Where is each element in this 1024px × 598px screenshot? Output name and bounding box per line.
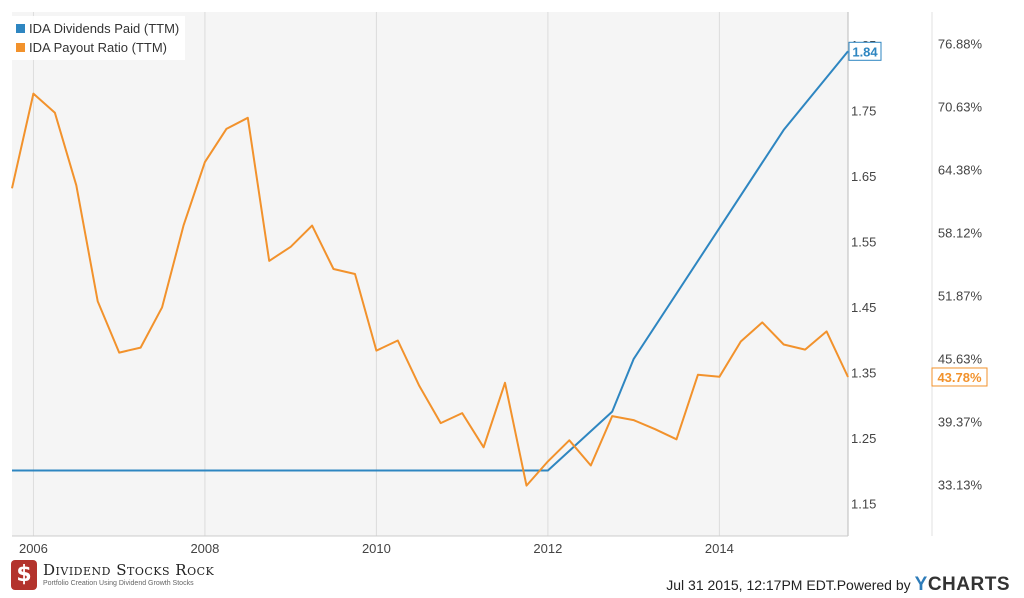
left-axis-tick-label: 1.65 <box>851 169 876 184</box>
gridlines <box>32 12 720 536</box>
brand-name: Dividend Stocks Rock <box>43 560 215 579</box>
right-axis-tick-label: 76.88% <box>938 36 983 51</box>
ycharts-logo-text: CHARTS <box>927 574 1010 595</box>
legend-swatch-dividends <box>16 24 25 33</box>
x-tick-label: 2006 <box>19 541 48 556</box>
left-axis-tick-label: 1.45 <box>851 300 876 315</box>
chart: 2006 2008 2010 2012 2014 1.15 1.25 1.35 1.45 1.55… <box>11 12 988 556</box>
brand-tagline: Portfolio Creation Using Dividend Growth… <box>43 579 194 587</box>
right-axis-tick-label: 45.63% <box>938 351 983 366</box>
x-tick-label: 2008 <box>190 541 219 556</box>
right-axis-tick-label: 51.87% <box>938 288 983 303</box>
dividends-end-label: 1.84 <box>852 44 878 59</box>
left-axis-tick-label: 1.15 <box>851 496 876 511</box>
right-axis-tick-label: 70.63% <box>938 99 983 114</box>
legend-label-dividends: IDA Dividends Paid (TTM) <box>29 21 180 36</box>
timestamp: Jul 31 2015, 12:17PM EDT. <box>666 577 837 593</box>
payout-end-label: 43.78% <box>937 370 982 385</box>
payout-ratio-line <box>11 92 849 487</box>
dollar-badge-icon: $ <box>11 560 37 590</box>
axes: 2006 2008 2010 2012 2014 1.15 1.25 1.35 1.45 1.55… <box>12 12 982 556</box>
right-axis-tick-label: 64.38% <box>938 162 983 177</box>
left-axis-tick-label: 1.75 <box>851 103 876 118</box>
right-axis-tick-label: 58.12% <box>938 225 983 240</box>
left-axis-tick-label: 1.35 <box>851 365 876 380</box>
x-tick-label: 2014 <box>705 541 734 556</box>
legend-item-dividends[interactable]: IDA Dividends Paid (TTM) <box>16 19 179 38</box>
x-tick-label: 2012 <box>533 541 562 556</box>
dividends-end-label-box <box>848 41 882 61</box>
plot-area <box>12 12 848 536</box>
payout-end-label-box <box>931 367 988 387</box>
brand-logo[interactable]: $ Dividend Stocks Rock Portfolio Creatio… <box>11 560 214 590</box>
legend-swatch-payout <box>16 43 25 52</box>
ycharts-logo[interactable]: YCHARTS <box>915 574 1010 596</box>
left-axis-tick-label: 1.25 <box>851 431 876 446</box>
legend: IDA Dividends Paid (TTM) IDA Payout Rati… <box>12 16 186 60</box>
legend-item-payout[interactable]: IDA Payout Ratio (TTM) <box>16 38 179 57</box>
footer: $ Dividend Stocks Rock Portfolio Creatio… <box>0 556 1024 598</box>
left-axis-tick-label: 1.55 <box>851 234 876 249</box>
legend-label-payout: IDA Payout Ratio (TTM) <box>29 40 167 55</box>
series <box>11 50 849 487</box>
end-labels: 1.84 43.78% <box>848 41 988 387</box>
right-axis-tick-label: 33.13% <box>938 477 983 492</box>
powered-by-text: Powered by <box>836 577 911 593</box>
right-axis-tick-label: 39.37% <box>938 414 983 429</box>
dividends-line <box>12 50 849 472</box>
x-tick-label: 2010 <box>362 541 391 556</box>
footer-credit: Jul 31 2015, 12:17PM EDT. Powered by YCH… <box>666 574 1010 596</box>
ycharts-logo-y: Y <box>914 574 928 595</box>
